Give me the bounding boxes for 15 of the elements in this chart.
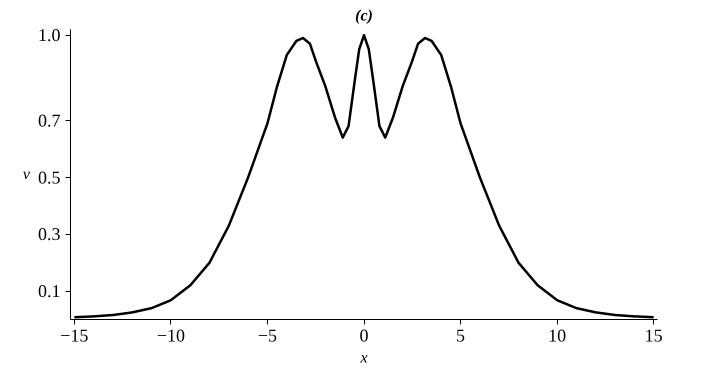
- x-axis-title: x: [359, 350, 368, 366]
- x-tick-label: −10: [156, 326, 185, 346]
- y-tick-label: 0.7: [38, 110, 60, 130]
- chart-title: (c): [355, 8, 373, 24]
- y-tick-label: 1.0: [38, 25, 60, 46]
- x-tick-label: −15: [60, 326, 88, 346]
- x-tick-label: 10: [548, 326, 566, 346]
- x-tick-label: 15: [644, 326, 663, 346]
- x-tick-label: 5: [456, 326, 466, 346]
- y-tick-label: 0.5: [38, 167, 60, 188]
- x-tick-label: −5: [258, 326, 278, 346]
- y-tick-label: 0.3: [38, 224, 60, 244]
- y-tick-label: 0.1: [38, 281, 60, 302]
- y-axis-title: v: [22, 166, 31, 183]
- x-tick-label: 0: [360, 326, 368, 346]
